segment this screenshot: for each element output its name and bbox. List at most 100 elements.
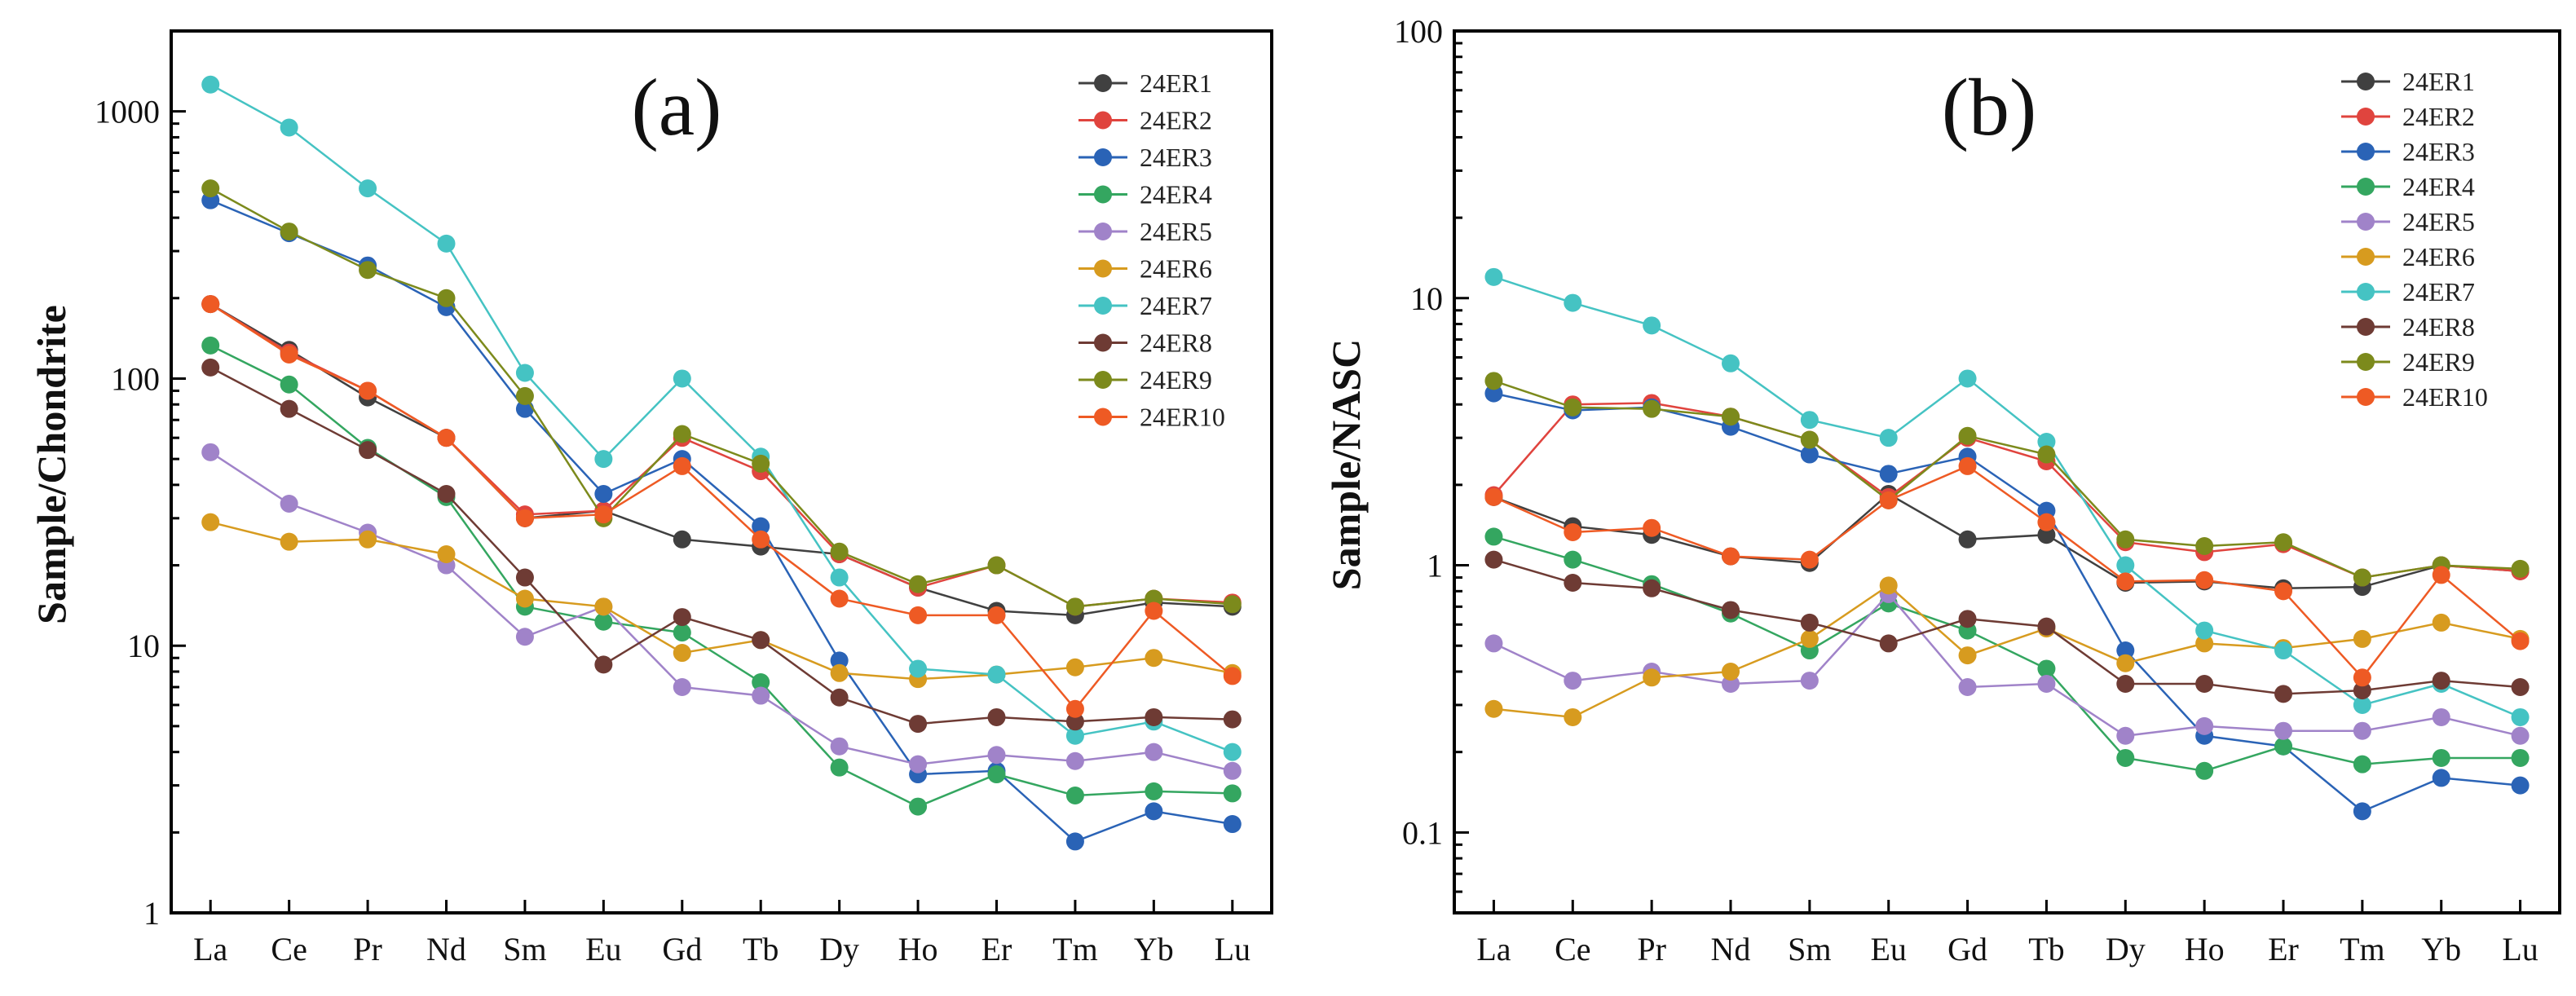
- panel-b-data-point: [2274, 721, 2292, 740]
- panel-b-data-point: [2511, 677, 2530, 696]
- panel-a-data-point: [437, 289, 456, 307]
- panel-a-data-point: [830, 568, 849, 587]
- panel-a-data-point: [1223, 710, 1242, 729]
- panel-b-plot-frame: [1453, 29, 2561, 914]
- panel-b-xtick-label: Gd: [1947, 931, 1987, 967]
- panel-b-data-point: [2116, 556, 2135, 575]
- panel-b-series-24ER8: [1484, 550, 2530, 703]
- panel-b-legend-label: 24ER10: [2402, 382, 2488, 412]
- panel-a-data-point: [280, 375, 298, 394]
- panel-a-data-point: [830, 758, 849, 777]
- panel-b-legend-marker: [2357, 318, 2375, 336]
- panel-b-data-point: [2432, 748, 2450, 767]
- panel-b-data-point: [1484, 699, 1503, 718]
- panel-b-title: (b): [1942, 62, 2037, 152]
- panel-b-data-point: [2353, 755, 2371, 773]
- panel-b-data-point: [1958, 677, 1977, 696]
- panel-b-data-point: [2037, 445, 2056, 464]
- panel-a-data-point: [1065, 712, 1084, 731]
- panel-b-data-point: [1643, 579, 1661, 597]
- panel-a-xtick-label: Sm: [503, 931, 546, 967]
- panel-a-data-point: [1223, 815, 1242, 834]
- panel-b-xtick-label: Eu: [1870, 931, 1906, 967]
- panel-a-data-point: [752, 673, 770, 692]
- panel-a-xtick-label: Tb: [743, 931, 779, 967]
- panel-a-ytick-label: 10: [127, 628, 160, 664]
- panel-a-data-point: [1145, 802, 1163, 821]
- panel-b-data-point: [2274, 685, 2292, 703]
- panel-a-data-point: [515, 364, 534, 382]
- panel-a-series-24ER5: [201, 443, 1242, 780]
- panel-b-data-point: [2274, 533, 2292, 552]
- panel-b-data-point: [2353, 568, 2371, 587]
- panel-b-data-point: [2116, 726, 2135, 745]
- panel-b-data-point: [1564, 398, 1582, 416]
- panel-a-data-point: [280, 223, 298, 241]
- panel-a-data-point: [909, 575, 928, 593]
- panel-b-data-point: [2116, 572, 2135, 591]
- panel-a-series-24ER3: [201, 191, 1242, 851]
- panel-b-data-point: [2274, 582, 2292, 601]
- panel-a-data-point: [594, 612, 613, 631]
- panel-a-data-point: [830, 688, 849, 707]
- panel-b-data-point: [2195, 716, 2214, 735]
- panel-a-data-point: [1065, 751, 1084, 770]
- panel-a-data-point: [1145, 743, 1163, 761]
- panel-a-legend-marker: [1094, 259, 1112, 278]
- panel-b-legend-marker: [2357, 73, 2375, 90]
- panel-b-data-point: [2511, 726, 2530, 745]
- panel-b-legend-marker: [2357, 353, 2375, 371]
- panel-b-data-point: [1879, 634, 1898, 653]
- panel-a-data-point: [437, 234, 456, 253]
- panel-b-legend-label: 24ER3: [2402, 137, 2475, 166]
- panel-a-data-point: [1065, 699, 1084, 718]
- panel-a-data-point: [909, 797, 928, 816]
- panel-b-xtick-label: Er: [2268, 931, 2299, 967]
- panel-a-data-point: [201, 75, 220, 94]
- panel-b-data-point: [2353, 629, 2371, 648]
- panel-a-data-point: [201, 513, 220, 531]
- panel-a-data-point: [987, 765, 1006, 784]
- panel-a-data-point: [673, 530, 691, 549]
- panel-a-data-point: [594, 484, 613, 503]
- panel-a-ytick-label: 1000: [95, 94, 160, 130]
- panel-b-data-point: [2037, 526, 2056, 544]
- panel-b-ytick-label: 0.1: [1402, 814, 1443, 851]
- panel-b-series-line: [1493, 558, 2521, 695]
- panel-b-data-point: [2511, 559, 2530, 578]
- panel-a-series-line: [210, 521, 1233, 681]
- panel-b-data-point: [1484, 550, 1503, 569]
- panel-b-xtick-label: Yb: [2421, 931, 2461, 967]
- panel-b-data-point: [1643, 399, 1661, 418]
- panel-b-data-point: [1722, 354, 1740, 372]
- panel-b-legend-label: 24ER9: [2402, 347, 2475, 377]
- panel-a-series-24ER9: [201, 179, 1242, 616]
- panel-a-data-point: [359, 261, 377, 280]
- panel-b-data-point: [1958, 530, 1977, 549]
- panel-a-legend-marker: [1094, 148, 1112, 166]
- panel-b-series-24ER4: [1484, 527, 2530, 780]
- panel-a-xtick-label: Lu: [1215, 931, 1251, 967]
- panel-b-data-point: [2195, 674, 2214, 693]
- panel-a-data-point: [673, 608, 691, 627]
- panel-a-series-line: [210, 187, 1233, 608]
- panel-a-data-point: [280, 495, 298, 513]
- panel-b-data-point: [1484, 634, 1503, 653]
- panel-a-legend-label: 24ER10: [1140, 403, 1225, 432]
- panel-b-data-point: [2432, 566, 2450, 584]
- panel-a-data-point: [1145, 707, 1163, 726]
- panel-b-data-point: [2037, 659, 2056, 678]
- panel-b-data-point: [2432, 672, 2450, 690]
- panel-a-data-point: [359, 179, 377, 198]
- panel-a-data-point: [1223, 595, 1242, 614]
- panel-a-data-point: [673, 369, 691, 388]
- panel-b-legend-label: 24ER7: [2402, 277, 2475, 306]
- panel-a-series-24ER6: [201, 513, 1242, 689]
- panel-a-data-point: [752, 631, 770, 650]
- panel-a-data-point: [987, 665, 1006, 684]
- panel-b-xtick-label: Lu: [2502, 931, 2538, 967]
- panel-a-data-point: [673, 456, 691, 475]
- panel-a-data-point: [909, 659, 928, 678]
- panel-a-data-point: [987, 556, 1006, 575]
- panel-b-legend-label: 24ER4: [2402, 172, 2475, 201]
